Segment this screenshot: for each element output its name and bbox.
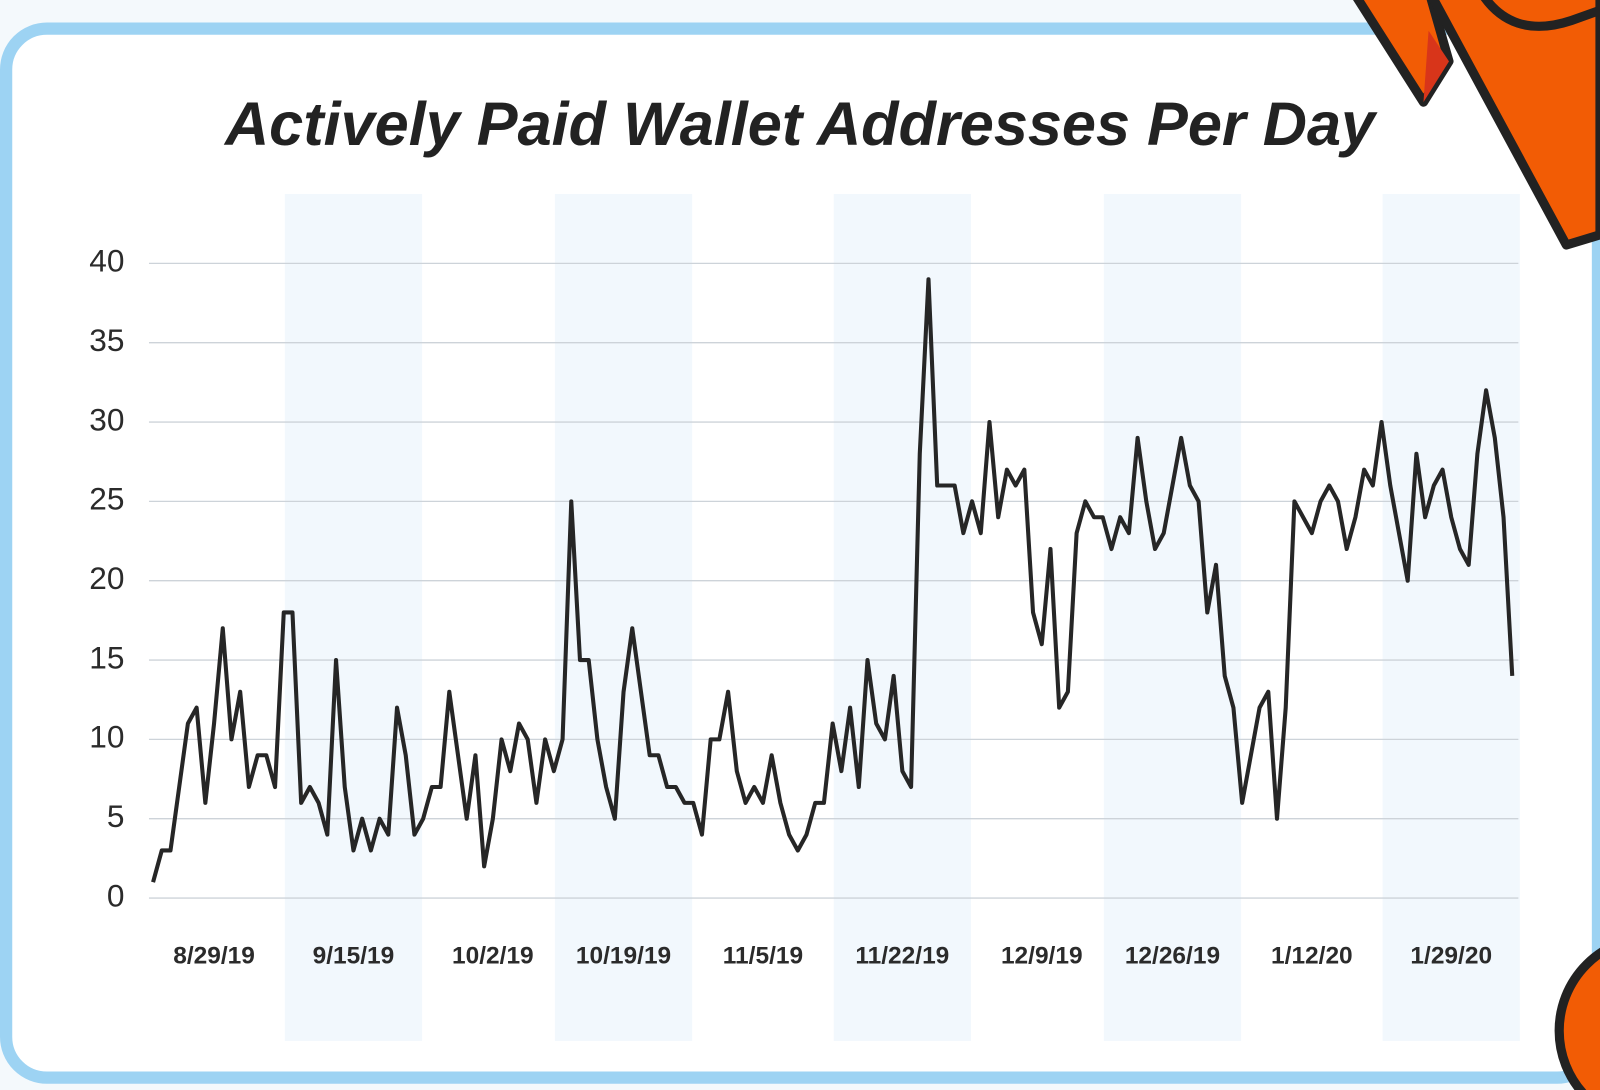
band [284, 193, 423, 1041]
x-tick-label: 10/19/19 [576, 943, 671, 970]
x-tick-label: 11/22/19 [855, 943, 949, 970]
band [554, 193, 693, 1041]
decoration [1353, 0, 1600, 1090]
y-tick-label: 25 [89, 481, 124, 517]
x-tick-label: 12/9/19 [1001, 943, 1083, 970]
corner-circle [1554, 947, 1600, 1090]
x-tick-label: 8/29/19 [173, 943, 255, 970]
flame-shape [1428, 0, 1600, 250]
x-tick-label: 1/29/20 [1410, 943, 1492, 970]
y-tick-label: 10 [89, 719, 124, 755]
data-line [151, 277, 1515, 883]
band [833, 193, 971, 1041]
y-tick-label: 35 [89, 322, 124, 358]
x-tick-label: 12/26/19 [1125, 943, 1220, 970]
y-tick-label: 40 [89, 243, 124, 279]
chart-title: Actively Paid Wallet Addresses Per Day [223, 90, 1378, 158]
y-tick-label: 30 [89, 401, 124, 437]
x-tick-label: 10/2/19 [452, 943, 534, 970]
card [0, 22, 1600, 1084]
y-tick-label: 20 [89, 560, 124, 596]
x-tick-label: 9/15/19 [313, 943, 395, 970]
flame-line [1480, 0, 1600, 31]
band [1382, 193, 1520, 1041]
y-tick-label: 15 [89, 639, 124, 675]
x-tick-label: 1/12/20 [1271, 943, 1353, 970]
flame-shade [1423, 30, 1449, 103]
y-tick-label: 5 [107, 798, 125, 834]
y-tick-label: 0 [107, 877, 125, 913]
x-tick-label: 11/5/19 [723, 943, 803, 970]
band-layer [284, 193, 1520, 1041]
